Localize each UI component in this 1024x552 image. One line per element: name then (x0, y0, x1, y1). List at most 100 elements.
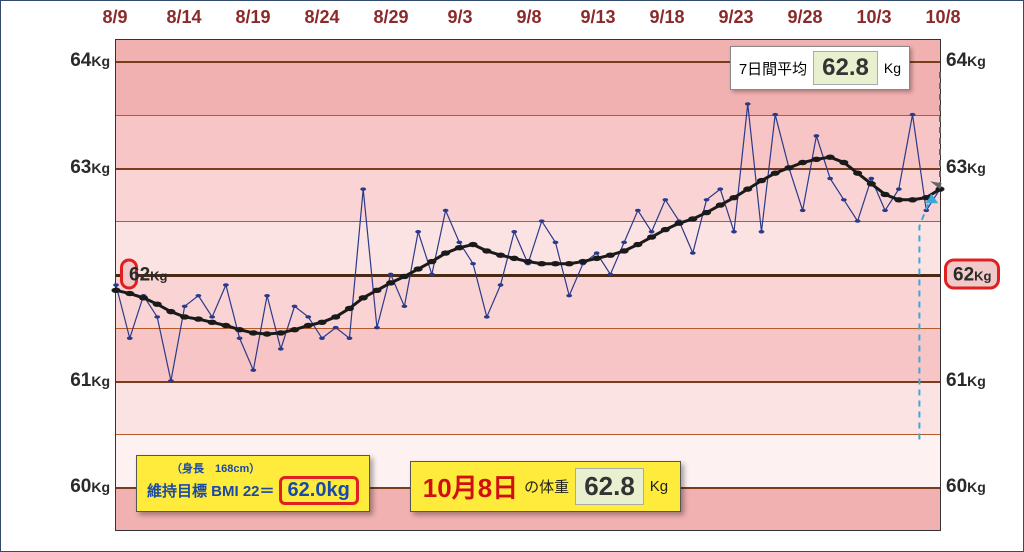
avg-marker (469, 242, 478, 247)
y-tick-label: 61Kg (946, 370, 986, 392)
daily-marker (649, 230, 655, 233)
y-emphasis-value: 62 (129, 265, 150, 286)
x-tick-label: 9/8 (516, 7, 541, 28)
daily-marker (498, 283, 504, 286)
x-tick-label: 10/8 (925, 7, 960, 28)
avg-marker (180, 314, 189, 319)
avg-marker (249, 330, 258, 335)
x-tick-label: 9/23 (718, 7, 753, 28)
avg-marker (537, 261, 546, 266)
daily-marker (745, 102, 751, 105)
avg-marker (139, 295, 148, 300)
avg-marker (702, 210, 711, 215)
avg-marker (551, 261, 560, 266)
x-tick-label: 9/13 (580, 7, 615, 28)
avg-marker (812, 157, 821, 162)
avg-marker (798, 160, 807, 165)
daily-marker (800, 209, 806, 212)
daily-marker (910, 113, 916, 116)
daily-marker (772, 113, 778, 116)
daily-marker (566, 294, 572, 297)
daily-marker (374, 326, 380, 329)
current-date: 10月8日 (423, 468, 518, 505)
daily-marker (553, 241, 559, 244)
daily-marker (635, 209, 641, 212)
daily-marker (882, 209, 888, 212)
avg-marker (194, 316, 203, 321)
avg-marker (317, 320, 326, 325)
avg-label: 7日間平均 (739, 58, 807, 79)
plot-area: 60Kg60Kg61Kg61Kg63Kg63Kg64Kg64Kg 62Kg 62… (115, 39, 941, 531)
x-tick-label: 8/29 (373, 7, 408, 28)
daily-marker (388, 273, 394, 276)
daily-marker (621, 241, 627, 244)
avg-marker (125, 291, 134, 296)
avg-marker (414, 266, 423, 271)
target-prefix: 維持目標 BMI 22＝ (147, 480, 275, 501)
daily-marker (209, 315, 215, 318)
avg-marker (592, 256, 601, 261)
avg-marker (386, 280, 395, 285)
avg-marker (743, 186, 752, 191)
daily-marker (319, 337, 325, 340)
bottom-info-row: （身長 168cm） 維持目標 BMI 22＝ 62.0kg 10月8日 の体重… (136, 455, 920, 512)
avg-marker (235, 327, 244, 332)
avg-marker (675, 221, 684, 226)
avg-marker (620, 248, 629, 253)
y-tick-label: 61Kg (70, 370, 110, 392)
target-value: 62.0kg (279, 476, 359, 505)
daily-marker (456, 241, 462, 244)
y-tick-label: 64Kg (946, 50, 986, 72)
daily-marker (594, 251, 600, 254)
daily-marker (759, 230, 765, 233)
avg-marker (647, 234, 656, 239)
x-tick-label: 9/28 (787, 7, 822, 28)
avg-marker (111, 288, 120, 293)
weight-chart-container: 8/98/148/198/248/299/39/89/139/189/239/2… (0, 0, 1024, 552)
y-emphasis-left: 62Kg (120, 259, 138, 290)
daily-marker (690, 251, 696, 254)
avg-marker (633, 242, 642, 247)
avg-marker (510, 256, 519, 261)
daily-marker (196, 294, 202, 297)
daily-marker (855, 219, 861, 222)
daily-marker (704, 198, 710, 201)
avg-marker (166, 309, 175, 314)
avg-marker (263, 331, 272, 336)
avg-marker (331, 314, 340, 319)
avg-marker (153, 301, 162, 306)
avg-marker (496, 252, 505, 257)
avg-marker (276, 330, 285, 335)
avg-marker (221, 323, 230, 328)
daily-marker (223, 283, 229, 286)
avg-marker (853, 170, 862, 175)
avg-marker (661, 227, 670, 232)
avg-marker (345, 306, 354, 311)
daily-marker (360, 187, 366, 190)
daily-marker (511, 230, 517, 233)
avg-marker (757, 178, 766, 183)
daily-marker (539, 219, 545, 222)
daily-marker (113, 283, 119, 286)
avg-marker (688, 216, 697, 221)
daily-marker (333, 326, 339, 329)
avg-marker (441, 250, 450, 255)
current-suffix: Kg (650, 478, 668, 495)
avg-marker (359, 295, 368, 300)
avg-marker (784, 165, 793, 170)
daily-marker (278, 347, 284, 350)
daily-marker (402, 305, 408, 308)
avg-marker (716, 202, 725, 207)
daily-marker (154, 315, 160, 318)
daily-marker (443, 209, 449, 212)
target-height: （身長 168cm） (147, 460, 359, 476)
x-tick-label: 8/24 (304, 7, 339, 28)
x-axis: 8/98/148/198/248/299/39/89/139/189/239/2… (1, 7, 1023, 37)
target-box: （身長 168cm） 維持目標 BMI 22＝ 62.0kg (136, 455, 370, 512)
avg-marker (894, 197, 903, 202)
avg-marker (455, 245, 464, 250)
avg-line (116, 157, 940, 334)
daily-marker (250, 369, 256, 372)
daily-marker (168, 379, 174, 382)
avg-value: 62.8 (813, 51, 878, 85)
